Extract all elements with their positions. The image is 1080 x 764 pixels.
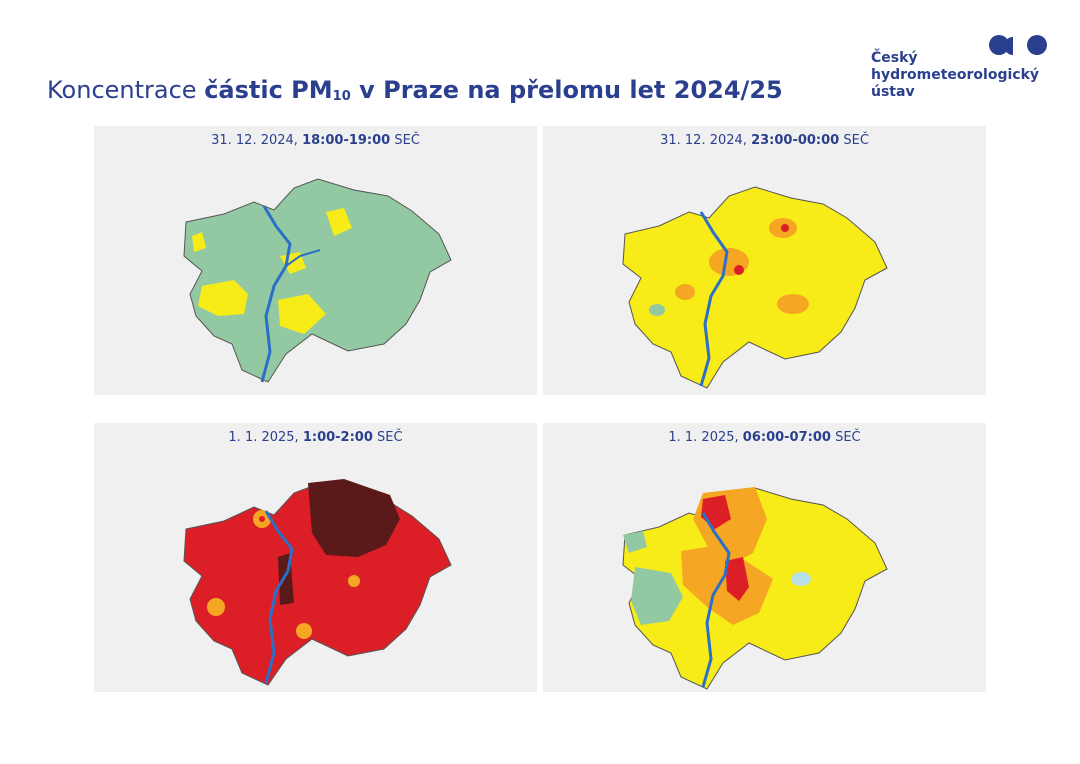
prague-map-3 — [183, 479, 452, 686]
panel-caption-1: 31. 12. 2024, 18:00-19:00 SEČ — [94, 133, 537, 148]
panel-date: 31. 12. 2024, — [660, 133, 752, 148]
title-subscript: 10 — [332, 89, 351, 104]
logo-line-1: Český — [871, 50, 918, 66]
page-title: Koncentrace částic PM10 v Praze na přelo… — [47, 76, 783, 104]
panel-date: 1. 1. 2025, — [228, 430, 303, 445]
panel-time: 23:00-00:00 — [751, 133, 840, 148]
prague-map-1 — [183, 178, 452, 383]
title-rest: v Praze na přelomu let 2024/25 — [350, 76, 783, 104]
prague-map-2 — [622, 186, 888, 389]
city-area — [622, 186, 888, 389]
title-prefix: Koncentrace — [47, 76, 205, 104]
panel-zone: SEČ — [830, 430, 861, 445]
panel-date: 1. 1. 2025, — [668, 430, 743, 445]
panel-caption-3: 1. 1. 2025, 1:00-2:00 SEČ — [94, 430, 537, 445]
panel-time: 18:00-19:00 — [302, 133, 391, 148]
panel-zone: SEČ — [839, 133, 869, 148]
title-bold: částic PM — [204, 76, 333, 104]
logo-line-3: ústav — [871, 84, 915, 100]
panel-date: 31. 12. 2024, — [211, 133, 303, 148]
map-panel-2: 31. 12. 2024, 23:00-00:00 SEČ — [543, 126, 986, 395]
panel-zone: SEČ — [372, 430, 403, 445]
panel-caption-4: 1. 1. 2025, 06:00-07:00 SEČ — [543, 430, 986, 445]
city-area — [183, 178, 452, 383]
map-panel-1: 31. 12. 2024, 18:00-19:00 SEČ — [94, 126, 537, 395]
panel-time: 1:00-2:00 — [302, 430, 373, 445]
logo-line-2: hydrometeorologický — [871, 67, 1040, 83]
prague-map-4 — [622, 487, 888, 690]
panel-caption-2: 31. 12. 2024, 23:00-00:00 SEČ — [543, 133, 986, 148]
panel-time: 06:00-07:00 — [742, 430, 831, 445]
logo-circles-icon — [989, 35, 1047, 55]
panel-zone: SEČ — [390, 133, 420, 148]
chmi-logo: Český hydrometeorologický ústav — [871, 32, 1061, 102]
map-panel-3: 1. 1. 2025, 1:00-2:00 SEČ — [94, 423, 537, 692]
map-panel-4: 1. 1. 2025, 06:00-07:00 SEČ — [543, 423, 986, 692]
